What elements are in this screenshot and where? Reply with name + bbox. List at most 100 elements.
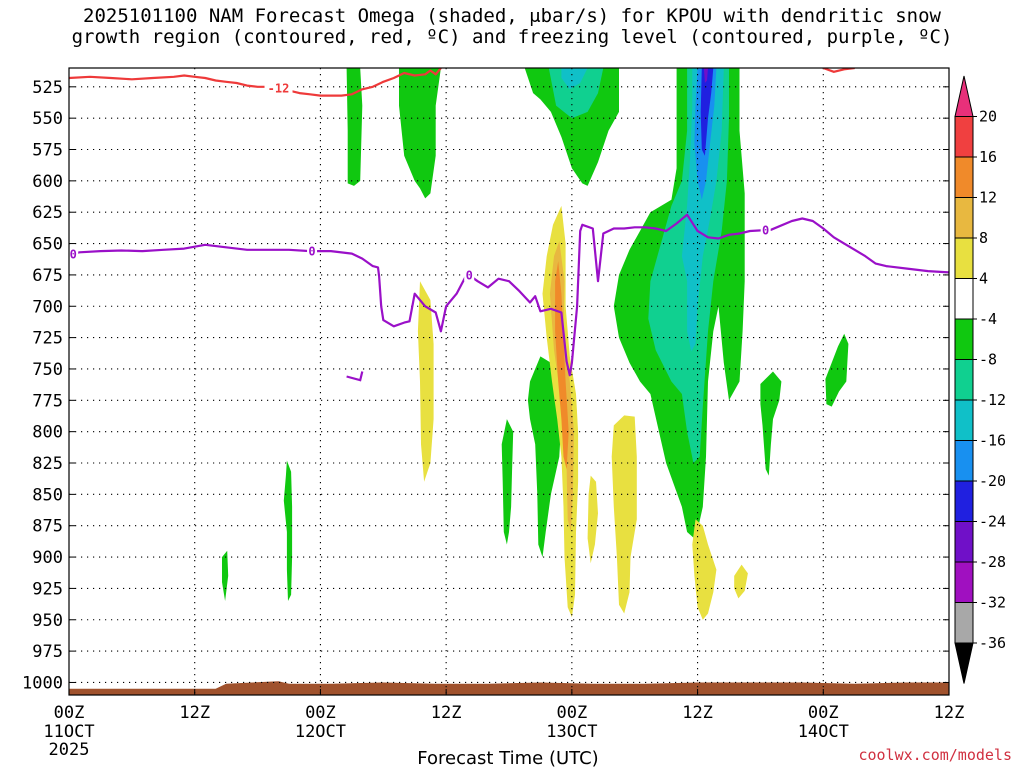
- omega-region-green-right-2: [825, 333, 849, 407]
- freezing-level-label-bg-3: [760, 223, 771, 237]
- colorbar-label-4: 4: [979, 270, 988, 288]
- dgz-label-bg: [264, 81, 293, 95]
- colorbar: 20 16 12 8 4 -4 -8 -12 -16 -20 -24 -28 -32 -36: [954, 75, 1006, 684]
- omega-region-green-left-1: [283, 460, 293, 601]
- x-tick-date-0: 11OCT: [43, 722, 94, 742]
- colorbar-label-2: 12: [979, 189, 997, 207]
- colorbar-label-0: 20: [979, 108, 997, 126]
- colorbar-label-11: -28: [979, 553, 1006, 571]
- y-tick-label-950: 950: [32, 611, 63, 631]
- x-tick-label-7: 12Z: [934, 703, 965, 723]
- chart-title-line-2: growth region (contoured, red, ºC) and f…: [71, 26, 953, 48]
- freezing-level-label-bg-0: [69, 246, 79, 260]
- y-tick-label-525: 525: [32, 78, 63, 98]
- freezing-level-label-bg-2: [464, 268, 475, 282]
- freezing-level-contour: [69, 213, 949, 377]
- y-tick-label-650: 650: [32, 235, 63, 255]
- omega-region-green-right-1: [760, 371, 782, 476]
- x-tick-date-4: 13OCT: [546, 722, 597, 742]
- colorbar-top-triangle: [954, 75, 974, 117]
- omega-region-yellow-far-right: [734, 564, 748, 599]
- colorbar-label-8: -16: [979, 432, 1006, 450]
- y-tick-label-825: 825: [32, 454, 63, 474]
- colorbar-box-12: [954, 602, 974, 644]
- x-tick-label-5: 12Z: [682, 703, 713, 723]
- omega-region-green-mid-2: [527, 356, 562, 558]
- colorbar-box-1: [954, 156, 974, 198]
- chart-title: 2025101100 NAM Forecast Omega (shaded, μ…: [0, 6, 1024, 48]
- dgz-contour: [69, 68, 442, 97]
- colorbar-box-5: [954, 318, 974, 360]
- x-tick-label-0: 00Z: [54, 703, 85, 723]
- y-tick-label-850: 850: [32, 485, 63, 505]
- colorbar-label-13: -36: [979, 634, 1006, 652]
- omega-region-green-mid-1: [501, 419, 514, 545]
- y-tick-label-550: 550: [32, 109, 63, 129]
- colorbar-label-10: -24: [979, 513, 1006, 531]
- y-axis: 525 550 575 600 625 650 675 700 725 750 775 800 825 8…: [22, 78, 949, 693]
- y-tick-label-725: 725: [32, 329, 63, 349]
- y-tick-label-575: 575: [32, 141, 63, 161]
- y-tick-label-1000: 1000: [22, 673, 63, 693]
- omega-region-darkblue-ascent-main: [700, 68, 714, 156]
- x-tick-date-2: 12OCT: [295, 722, 346, 742]
- grid-layer: [69, 68, 949, 695]
- y-tick-label-750: 750: [32, 360, 63, 380]
- y-tick-label-975: 975: [32, 642, 63, 662]
- colorbar-label-5: -4: [979, 310, 997, 328]
- x-tick-label-3: 12Z: [431, 703, 462, 723]
- y-tick-label-625: 625: [32, 203, 63, 223]
- x-axis-title: Forecast Time (UTC): [417, 748, 598, 768]
- y-tick-label-925: 925: [32, 579, 63, 599]
- chart-title-line-1: 2025101100 NAM Forecast Omega (shaded, μ…: [83, 5, 941, 27]
- colorbar-box-10: [954, 521, 974, 563]
- y-tick-label-600: 600: [32, 172, 63, 192]
- plot-frame: [68, 67, 950, 696]
- colorbar-box-9: [954, 480, 974, 522]
- colorbar-box-4: [954, 278, 974, 320]
- colorbar-box-3: [954, 237, 974, 279]
- x-tick-label-2: 00Z: [305, 703, 336, 723]
- x-tick-label-1: 12Z: [179, 703, 210, 723]
- colorbar-box-11: [954, 561, 974, 603]
- colorbar-label-7: -12: [979, 391, 1006, 409]
- freezing-level-label-bg-1: [307, 244, 318, 258]
- omega-region-teal-ascent-upper: [548, 68, 604, 119]
- x-tick-label-6: 00Z: [808, 703, 839, 723]
- omega-region-green-ascent-upper-2: [399, 68, 441, 199]
- freezing-level-label-0: 0: [70, 247, 77, 261]
- omega-region-cyan-ascent-upper: [561, 68, 588, 90]
- omega-region-green-left-2: [222, 550, 229, 601]
- x-tick-label-4: 00Z: [556, 703, 587, 723]
- colorbar-box-2: [954, 197, 974, 239]
- y-tick-label-700: 700: [32, 297, 63, 317]
- omega-region-cyan-ascent-main: [681, 68, 724, 352]
- colorbar-label-9: -20: [979, 472, 1006, 490]
- colorbar-box-8: [954, 440, 974, 482]
- colorbar-label-12: -32: [979, 594, 1006, 612]
- omega-region-yellow-mid: [611, 415, 637, 614]
- x-tick-date-6: 14OCT: [798, 722, 849, 742]
- y-tick-label-875: 875: [32, 517, 63, 537]
- contour-layer: 0 0 0 0 -12: [69, 68, 949, 382]
- dgz-contour-segment: [822, 68, 855, 73]
- credit-text[interactable]: coolwx.com/models: [858, 746, 1012, 764]
- omega-region-yellow-left: [417, 281, 434, 482]
- omega-shading-layer: [69, 68, 949, 695]
- omega-region-darkorange-descent-main: [555, 261, 569, 470]
- freezing-level-label-2: 0: [466, 269, 473, 283]
- y-tick-label-675: 675: [32, 266, 63, 286]
- omega-region-purple-ascent-main: [703, 68, 708, 83]
- y-tick-label-775: 775: [32, 391, 63, 411]
- colorbar-label-1: 16: [979, 148, 997, 166]
- freezing-level-contour-segment: [346, 371, 364, 382]
- colorbar-box-7: [954, 399, 974, 441]
- y-tick-label-800: 800: [32, 423, 63, 443]
- colorbar-label-3: 8: [979, 229, 988, 247]
- x-tick-year-0: 2025: [49, 740, 90, 760]
- dgz-contour-label: -12: [268, 82, 290, 96]
- freezing-level-label-3: 0: [762, 224, 769, 238]
- colorbar-label-6: -8: [979, 351, 997, 369]
